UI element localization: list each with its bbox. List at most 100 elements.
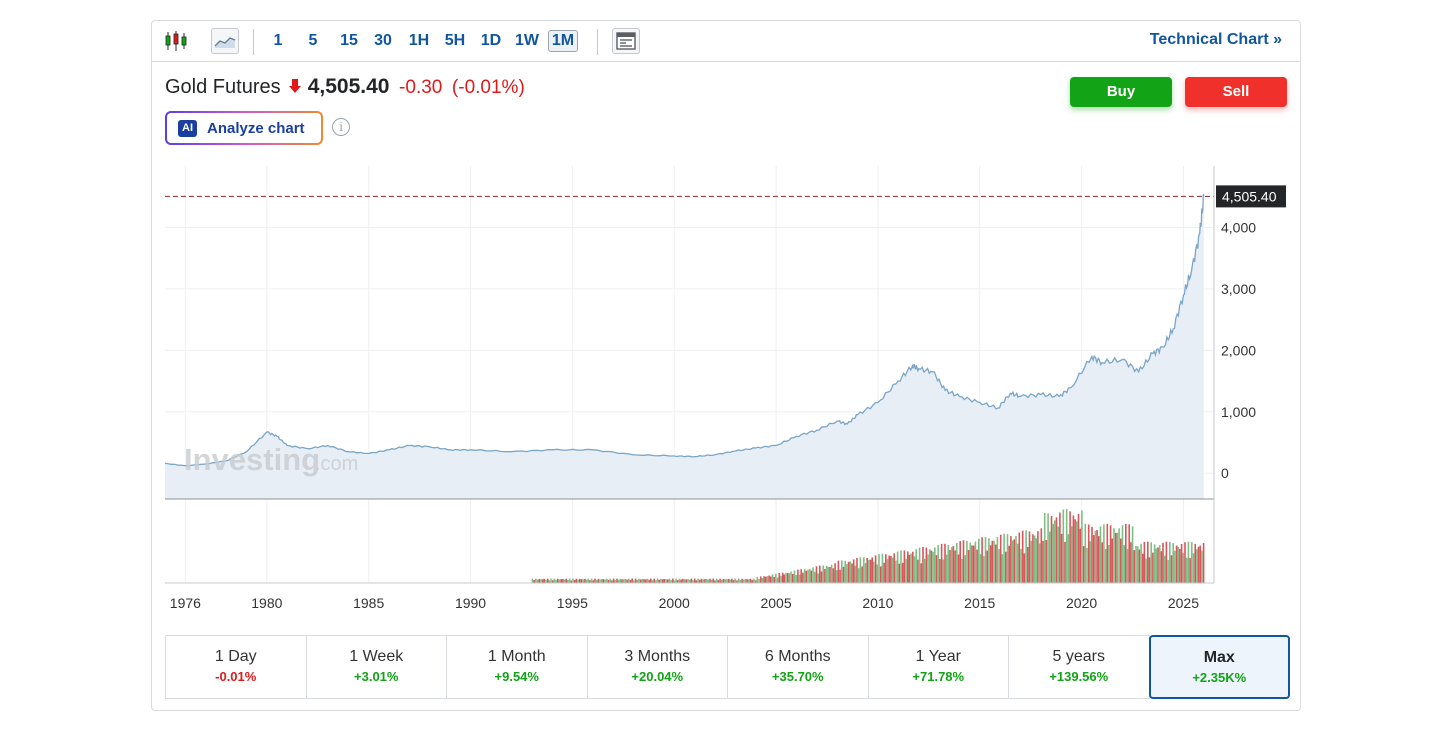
volume-bar (959, 541, 961, 583)
buy-button[interactable]: Buy (1070, 77, 1172, 107)
volume-bar (962, 540, 965, 583)
volume-bar (844, 560, 846, 583)
y-tick-label: 0 (1221, 465, 1229, 481)
volume-bar (1098, 536, 1100, 583)
price-line (164, 194, 1205, 467)
volume-bar (1082, 546, 1085, 583)
volume-bar (935, 555, 938, 583)
volume-bar (834, 563, 836, 583)
volume-bar (1169, 541, 1171, 583)
volume-bar (1067, 534, 1070, 583)
volume-bar (1104, 549, 1107, 583)
volume-bar (861, 566, 863, 583)
volume-bar (810, 570, 813, 583)
period-5-years[interactable]: 5 years +139.56% (1008, 635, 1150, 699)
volume-bar (582, 579, 584, 583)
period-label: 1 Year (915, 648, 961, 665)
volume-bar (663, 579, 666, 583)
volume-bar (863, 557, 865, 583)
table-view-icon[interactable] (612, 28, 640, 54)
volume-bar (697, 578, 699, 583)
price-chart[interactable]: 4,505.40 0 1,000 2,000 3,000 4,000 Investing.c… (152, 21, 1300, 621)
area-chart-icon[interactable] (211, 28, 239, 54)
volume-bar (785, 572, 787, 583)
volume-bar (594, 578, 596, 583)
period-1-year[interactable]: 1 Year +71.78% (867, 635, 1009, 699)
period-6-months[interactable]: 6 Months +35.70% (727, 635, 869, 699)
volume-bar (714, 580, 716, 583)
volume-bar (891, 557, 894, 583)
timeframe-1w[interactable]: 1W (515, 32, 539, 49)
analyze-chart-button[interactable]: AI Analyze chart (165, 111, 323, 145)
volume-bar (866, 558, 868, 583)
timeframe-1h[interactable]: 1H (408, 32, 430, 49)
volume-bar (614, 580, 617, 583)
volume-bar (857, 568, 860, 583)
volume-bar (930, 550, 933, 583)
period-3-months[interactable]: 3 Months +20.04% (586, 635, 728, 699)
volume-bar (1049, 531, 1051, 583)
volume-bar (900, 550, 902, 583)
volume-bar (1184, 542, 1186, 583)
volume-bar (1172, 543, 1174, 583)
volume-bar (972, 545, 975, 583)
volume-bar (967, 550, 970, 583)
volume-bar (864, 563, 867, 583)
volume-bar (585, 579, 588, 583)
volume-bar (700, 578, 703, 583)
volume-bar (771, 574, 774, 583)
period-max[interactable]: Max +2.35K% (1148, 635, 1290, 699)
sell-button[interactable]: Sell (1185, 77, 1287, 107)
volume-bar (764, 576, 767, 583)
volume-bar (1143, 542, 1146, 583)
volume-bar (803, 569, 806, 583)
watermark-logo: Investing (184, 442, 320, 477)
volume-bar (822, 565, 824, 583)
period-1-day[interactable]: 1 Day -0.01% (165, 635, 307, 699)
volume-bar (781, 572, 784, 583)
technical-chart-link[interactable]: Technical Chart » (1150, 31, 1282, 49)
timeframe-15[interactable]: 15 (340, 32, 358, 49)
timeframe-1d[interactable]: 1D (480, 32, 502, 49)
info-icon[interactable]: i (332, 118, 350, 136)
period-1-month[interactable]: 1 Month +9.54% (446, 635, 588, 699)
volume-bar (628, 578, 630, 583)
volume-bar (827, 566, 830, 583)
volume-bar (580, 579, 583, 583)
timeframe-1[interactable]: 1 (273, 32, 283, 49)
timeframe-5h[interactable]: 5H (444, 32, 466, 49)
period-1-week[interactable]: 1 Week +3.01% (305, 635, 447, 699)
price-change-percent: (-0.01%) (451, 77, 525, 98)
analyze-chart-label: Analyze chart (207, 119, 305, 137)
timeframe-30[interactable]: 30 (374, 32, 392, 49)
volume-bar (885, 554, 887, 583)
volume-bar (856, 557, 858, 583)
volume-bar (658, 579, 660, 583)
volume-bar (927, 554, 929, 583)
volume-bar (1199, 545, 1201, 583)
volume-bar (1023, 553, 1026, 583)
volume-bar (631, 578, 633, 583)
volume-bar (719, 578, 721, 583)
instrument-header: Gold Futures 4,505.40 -0.30 (-0.01%) (165, 75, 525, 99)
volume-bar (1128, 524, 1130, 583)
volume-bar (575, 578, 578, 583)
volume-bar (1109, 525, 1112, 583)
volume-bar (783, 574, 786, 583)
volume-bar (1191, 542, 1193, 583)
volume-bar (1140, 543, 1142, 583)
y-tick-label: 4,000 (1221, 219, 1256, 235)
timeframe-1m[interactable]: 1M (548, 30, 578, 52)
volume-bar (807, 569, 809, 583)
candlestick-icon[interactable] (162, 28, 190, 54)
volume-bar (1202, 543, 1205, 583)
volume-bar (966, 540, 968, 583)
volume-bar (1070, 526, 1073, 583)
volume-bar (976, 549, 978, 583)
volume-bar (1030, 540, 1032, 583)
volume-bar (883, 562, 885, 583)
period-label: Max (1203, 649, 1235, 666)
volume-bar (1123, 545, 1125, 583)
volume-bar (793, 570, 796, 583)
timeframe-5[interactable]: 5 (308, 32, 318, 49)
